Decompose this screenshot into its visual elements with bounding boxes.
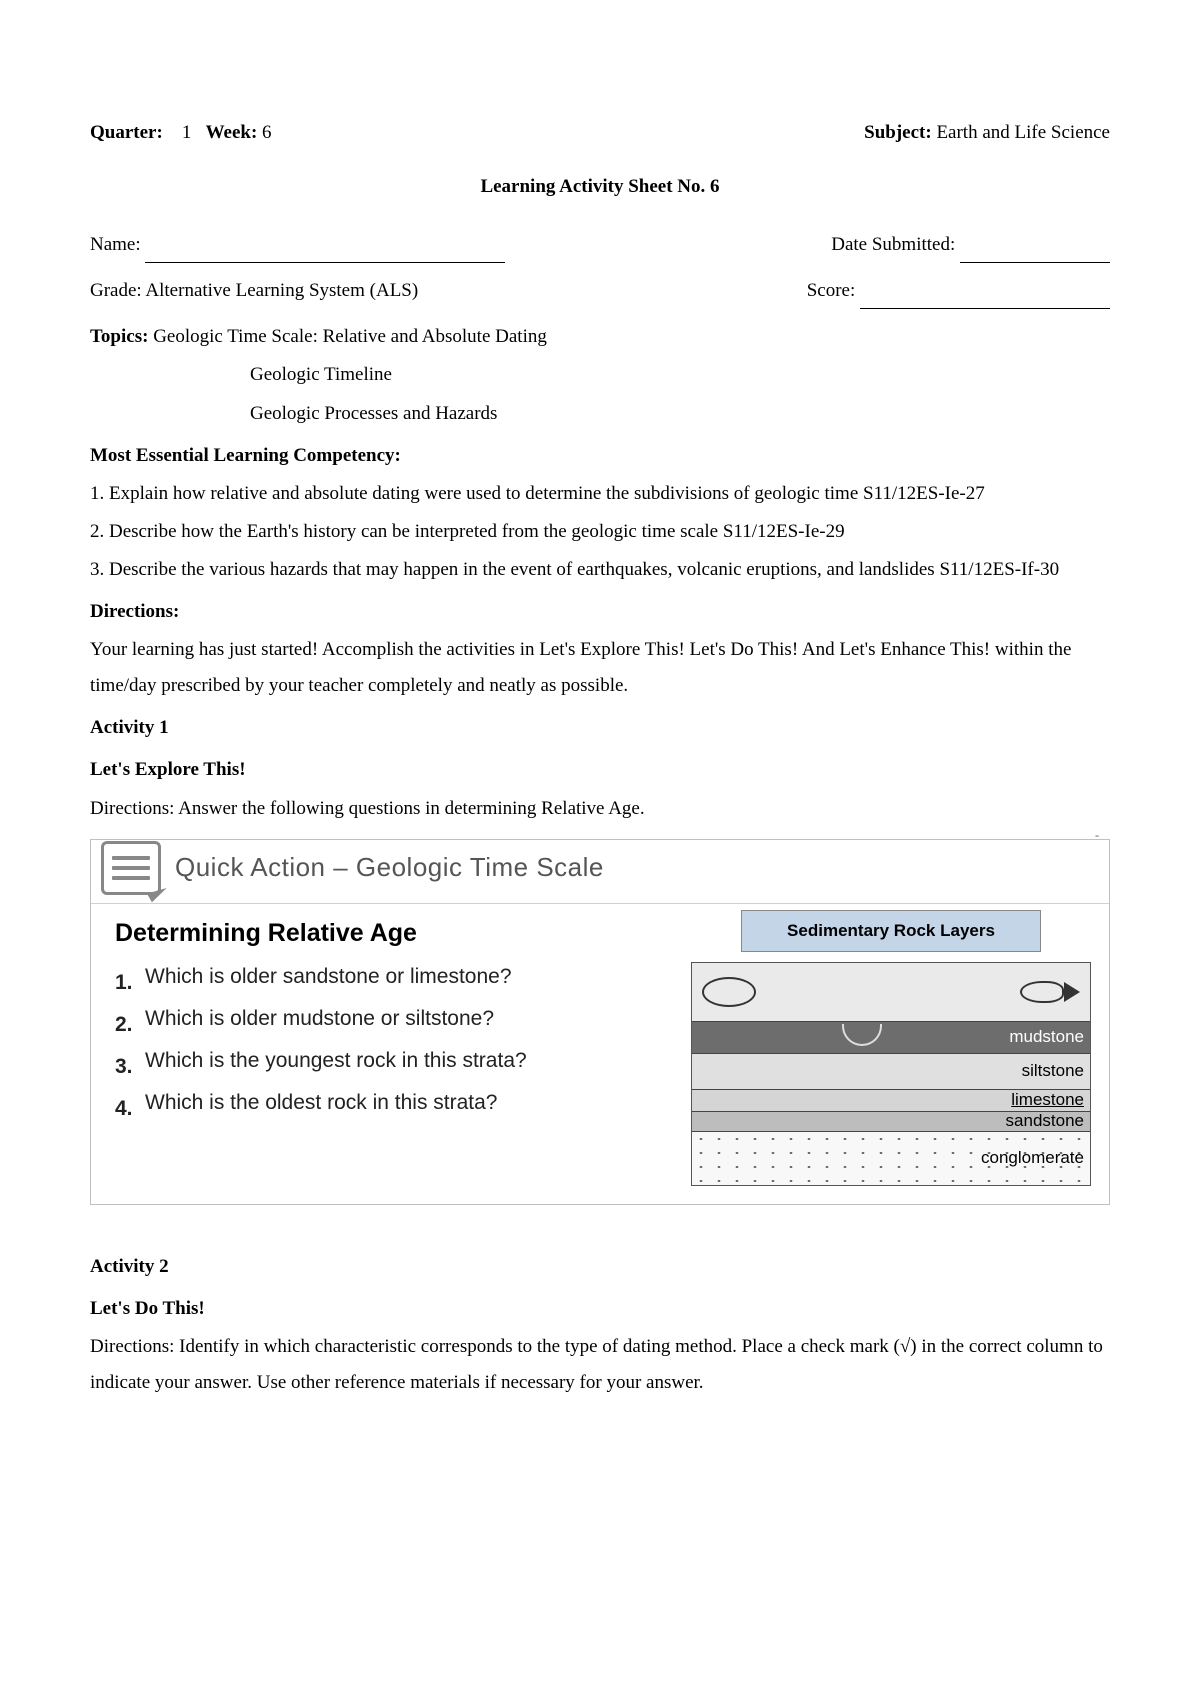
topics-line3: Geologic Processes and Hazards bbox=[90, 396, 1110, 432]
score-field: Score: bbox=[807, 273, 1110, 309]
worksheet-icon bbox=[101, 841, 161, 895]
topics-text1: Geologic Time Scale: Relative and Absolu… bbox=[153, 326, 547, 347]
quarter-value: 1 bbox=[182, 122, 192, 143]
header-row: Quarter: 1 Week: 6 Subject: Earth and Li… bbox=[90, 115, 1110, 151]
qa-text: Which is older sandstone or limestone? bbox=[145, 963, 681, 1003]
activity2-directions: Directions: Identify in which characteri… bbox=[90, 1329, 1110, 1401]
name-blank[interactable] bbox=[145, 262, 505, 263]
melc-heading: Most Essential Learning Competency: bbox=[90, 438, 1110, 474]
qa-num: 3. bbox=[115, 1047, 145, 1087]
qa-q4: 4. Which is the oldest rock in this stra… bbox=[115, 1089, 681, 1129]
date-blank[interactable] bbox=[960, 262, 1110, 263]
activity-2: Activity 2 Let's Do This! Directions: Id… bbox=[90, 1249, 1110, 1401]
qa-text: Which is older mudstone or siltstone? bbox=[145, 1005, 681, 1045]
trilobite-icon bbox=[702, 977, 756, 1007]
activity2-subheading: Let's Do This! bbox=[90, 1291, 1110, 1327]
directions-heading: Directions: bbox=[90, 594, 1110, 630]
sedimentary-diagram: Sedimentary Rock Layers mudstone siltsto… bbox=[691, 910, 1091, 1186]
directions-text: Your learning has just started! Accompli… bbox=[90, 632, 1110, 704]
layer-conglomerate: conglomerate bbox=[692, 1131, 1090, 1185]
subject: Subject: Earth and Life Science bbox=[864, 115, 1110, 151]
subject-value: Earth and Life Science bbox=[936, 122, 1110, 143]
sed-header: Sedimentary Rock Layers bbox=[741, 910, 1041, 952]
qa-header: Quick Action – Geologic Time Scale bbox=[91, 833, 1109, 904]
qa-questions: 1. Which is older sandstone or limestone… bbox=[115, 963, 681, 1129]
topics-line2: Geologic Timeline bbox=[90, 357, 1110, 393]
layer-sandstone: sandstone bbox=[692, 1111, 1090, 1131]
qa-q2: 2. Which is older mudstone or siltstone? bbox=[115, 1005, 681, 1045]
mudstone-label: mudstone bbox=[1009, 1021, 1084, 1053]
activity2-heading: Activity 2 bbox=[90, 1249, 1110, 1285]
week-label: Week: bbox=[206, 122, 258, 143]
qa-q3: 3. Which is the youngest rock in this st… bbox=[115, 1047, 681, 1087]
qa-body: Determining Relative Age 1. Which is old… bbox=[91, 904, 1109, 1204]
activity-1: Activity 1 Let's Explore This! Direction… bbox=[90, 710, 1110, 1205]
qa-num: 1. bbox=[115, 963, 145, 1003]
sheet-title: Learning Activity Sheet No. 6 bbox=[90, 169, 1110, 205]
qa-text: Which is the youngest rock in this strat… bbox=[145, 1047, 681, 1087]
melc-item1: 1. Explain how relative and absolute dat… bbox=[90, 476, 1110, 512]
grade-value: Alternative Learning System (ALS) bbox=[145, 280, 418, 301]
activity1-subheading: Let's Explore This! bbox=[90, 752, 1110, 788]
qa-left: Determining Relative Age 1. Which is old… bbox=[115, 910, 681, 1186]
layer-top-fossils bbox=[692, 963, 1090, 1021]
subject-label: Subject: bbox=[864, 122, 932, 143]
score-label: Score: bbox=[807, 280, 856, 301]
qa-num: 4. bbox=[115, 1089, 145, 1129]
date-field: Date Submitted: bbox=[831, 227, 1110, 263]
qa-subtitle: Determining Relative Age bbox=[115, 910, 681, 958]
quick-action-box: - Quick Action – Geologic Time Scale Det… bbox=[90, 839, 1110, 1205]
name-label: Name: bbox=[90, 234, 141, 255]
grade-label: Grade: bbox=[90, 280, 142, 301]
qa-text: Which is the oldest rock in this strata? bbox=[145, 1089, 681, 1129]
qa-num: 2. bbox=[115, 1005, 145, 1045]
sed-layers: mudstone siltstone limestone sandstone c… bbox=[691, 962, 1091, 1186]
qa-q1: 1. Which is older sandstone or limestone… bbox=[115, 963, 681, 1003]
shell-fossil-icon bbox=[842, 1024, 882, 1046]
layer-mudstone: mudstone bbox=[692, 1021, 1090, 1053]
activity1-directions: Directions: Answer the following questio… bbox=[90, 791, 1110, 827]
quarter-week: Quarter: 1 Week: 6 bbox=[90, 115, 272, 151]
melc-item2: 2. Describe how the Earth's history can … bbox=[90, 514, 1110, 550]
topics-line1: Topics: Geologic Time Scale: Relative an… bbox=[90, 319, 1110, 355]
grade-field: Grade: Alternative Learning System (ALS) bbox=[90, 273, 418, 309]
conglomerate-label: conglomerate bbox=[981, 1142, 1084, 1174]
score-blank[interactable] bbox=[860, 308, 1110, 309]
name-date-row: Name: Date Submitted: bbox=[90, 227, 1110, 263]
qa-title: Quick Action – Geologic Time Scale bbox=[175, 843, 604, 892]
melc-item3: 3. Describe the various hazards that may… bbox=[90, 552, 1110, 588]
week-value: 6 bbox=[262, 122, 272, 143]
name-field: Name: bbox=[90, 227, 505, 263]
fish-fossil-icon bbox=[1020, 978, 1080, 1006]
activity1-heading: Activity 1 bbox=[90, 710, 1110, 746]
date-label: Date Submitted: bbox=[831, 234, 955, 255]
siltstone-label: siltstone bbox=[1022, 1055, 1084, 1087]
topics-label: Topics: bbox=[90, 326, 148, 347]
grade-score-row: Grade: Alternative Learning System (ALS)… bbox=[90, 273, 1110, 309]
quarter-label: Quarter: bbox=[90, 122, 163, 143]
